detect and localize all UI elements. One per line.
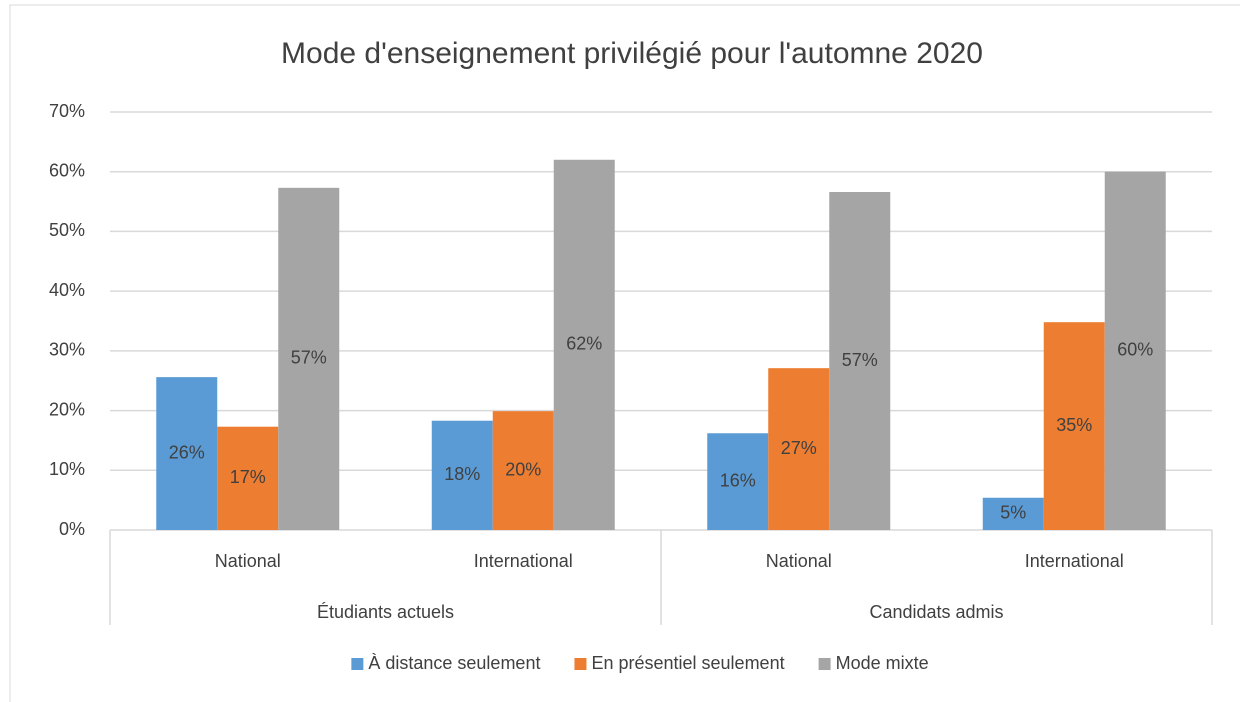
- data-label: 57%: [842, 350, 878, 370]
- data-label: 18%: [444, 464, 480, 484]
- y-tick-label: 30%: [49, 340, 85, 360]
- data-label: 62%: [566, 334, 602, 354]
- legend-swatch: [574, 658, 587, 670]
- legend-swatch: [818, 658, 831, 670]
- data-label: 16%: [720, 470, 756, 490]
- y-tick-label: 50%: [49, 220, 85, 240]
- bar: [982, 497, 1044, 530]
- legend-label: En présentiel seulement: [591, 653, 784, 673]
- y-tick-label: 70%: [49, 101, 85, 121]
- legend-label: À distance seulement: [368, 653, 540, 673]
- y-tick-label: 40%: [49, 280, 85, 300]
- y-tick-label: 60%: [49, 160, 85, 180]
- legend-label: Mode mixte: [836, 653, 929, 673]
- group-label: Candidats admis: [869, 602, 1003, 622]
- y-tick-label: 20%: [49, 399, 85, 419]
- bar: [768, 368, 830, 530]
- x-tick-label: National: [215, 551, 281, 571]
- bar: [829, 192, 891, 530]
- x-tick-label: International: [1025, 551, 1124, 571]
- bar: [1104, 171, 1166, 530]
- data-label: 35%: [1056, 415, 1092, 435]
- data-label: 20%: [505, 459, 541, 479]
- bar: [492, 411, 554, 530]
- data-label: 57%: [291, 348, 327, 368]
- chart-title: Mode d'enseignement privilégié pour l'au…: [281, 37, 983, 70]
- x-tick-label: National: [766, 551, 832, 571]
- data-label: 60%: [1117, 340, 1153, 360]
- chart-frame: [9, 4, 1240, 702]
- legend-swatch: [351, 658, 364, 670]
- x-tick-label: International: [474, 551, 573, 571]
- data-label: 26%: [169, 442, 205, 462]
- y-tick-label: 0%: [59, 519, 85, 539]
- bar: [217, 426, 279, 530]
- bar: [553, 159, 615, 530]
- bar: [1043, 322, 1105, 530]
- bar: [278, 187, 340, 530]
- data-label: 17%: [230, 467, 266, 487]
- data-label: 5%: [1000, 503, 1026, 523]
- bar: [156, 377, 218, 530]
- bar: [707, 433, 769, 530]
- data-label: 27%: [781, 438, 817, 458]
- y-tick-label: 10%: [49, 459, 85, 479]
- bar: [431, 420, 493, 530]
- group-label: Étudiants actuels: [317, 602, 454, 622]
